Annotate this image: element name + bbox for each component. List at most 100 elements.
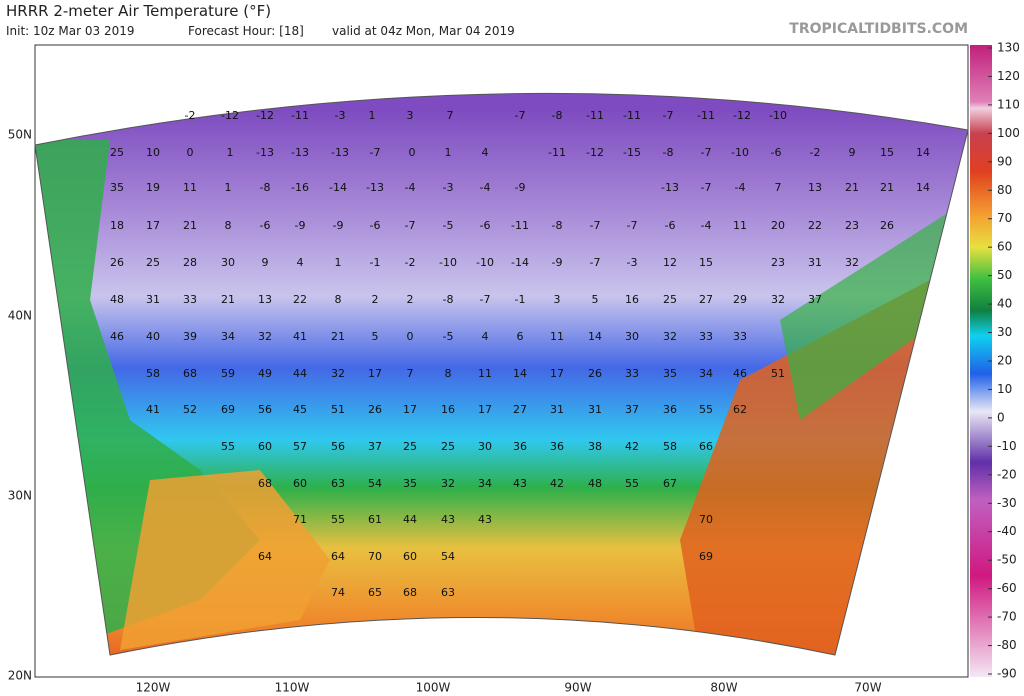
latitude-label: 30N — [8, 489, 32, 503]
station-value: 55 — [221, 440, 235, 453]
station-value: -13 — [256, 146, 274, 159]
station-value: 13 — [258, 293, 272, 306]
colorbar-label: 30 — [997, 325, 1012, 339]
station-value: 44 — [293, 367, 307, 380]
station-value: 22 — [808, 219, 822, 232]
colorbar-label: -40 — [997, 524, 1017, 538]
station-value: 35 — [403, 477, 417, 490]
station-value: 14 — [916, 181, 930, 194]
station-value: 21 — [331, 330, 345, 343]
station-value: 11 — [733, 219, 747, 232]
station-value: -1 — [515, 293, 526, 306]
station-value: 25 — [403, 440, 417, 453]
station-value: -6 — [370, 219, 381, 232]
station-value: -7 — [590, 219, 601, 232]
station-value: -12 — [733, 109, 751, 122]
colorbar-label: 90 — [997, 154, 1012, 168]
station-value: -5 — [443, 219, 454, 232]
station-value: 37 — [625, 403, 639, 416]
station-value: 68 — [258, 477, 272, 490]
station-value: 35 — [110, 181, 124, 194]
colorbar-label: 80 — [997, 183, 1012, 197]
station-value: 15 — [699, 256, 713, 269]
station-value: 21 — [845, 181, 859, 194]
latitude-label: 50N — [8, 128, 32, 142]
colorbar-label: 0 — [997, 410, 1005, 424]
station-value: 16 — [441, 403, 455, 416]
station-value: 23 — [771, 256, 785, 269]
station-value: 45 — [293, 403, 307, 416]
colorbar-label: 50 — [997, 268, 1012, 282]
longitude-label: 120W — [136, 681, 171, 695]
station-value: -13 — [291, 146, 309, 159]
station-value: 64 — [258, 550, 272, 563]
station-value: 0 — [187, 146, 194, 159]
station-value: 17 — [550, 367, 564, 380]
station-value: 61 — [368, 513, 382, 526]
station-value: 60 — [258, 440, 272, 453]
station-value: 17 — [368, 367, 382, 380]
station-value: -7 — [370, 146, 381, 159]
station-value: -6 — [480, 219, 491, 232]
station-value: 17 — [403, 403, 417, 416]
station-value: 64 — [331, 550, 345, 563]
station-value: 57 — [293, 440, 307, 453]
station-value: 5 — [372, 330, 379, 343]
station-value: -1 — [370, 256, 381, 269]
station-value: 30 — [625, 330, 639, 343]
station-value: 14 — [513, 367, 527, 380]
station-value: 6 — [517, 330, 524, 343]
station-value: 23 — [845, 219, 859, 232]
station-value: -2 — [810, 146, 821, 159]
init: Init: 10z Mar 03 2019 — [6, 24, 135, 38]
station-value: 31 — [808, 256, 822, 269]
station-value: 2 — [372, 293, 379, 306]
station-value: 15 — [880, 146, 894, 159]
station-value: -12 — [256, 109, 274, 122]
station-value: -2 — [405, 256, 416, 269]
station-value: -9 — [333, 219, 344, 232]
station-value: 43 — [478, 513, 492, 526]
station-value: 1 — [225, 181, 232, 194]
station-value: -4 — [480, 181, 491, 194]
station-value: -7 — [701, 181, 712, 194]
station-value: 8 — [225, 219, 232, 232]
station-value: 21 — [880, 181, 894, 194]
station-value: 21 — [221, 293, 235, 306]
station-value: 8 — [335, 293, 342, 306]
station-value: -5 — [443, 330, 454, 343]
station-value: 4 — [482, 330, 489, 343]
station-value: -12 — [586, 146, 604, 159]
station-value: -15 — [623, 146, 641, 159]
colorbar-label: 20 — [997, 354, 1012, 368]
station-value: 44 — [403, 513, 417, 526]
station-value: -6 — [665, 219, 676, 232]
station-value: 54 — [441, 550, 455, 563]
station-value: -2 — [185, 109, 196, 122]
station-value: 5 — [592, 293, 599, 306]
station-value: 36 — [663, 403, 677, 416]
station-value: 26 — [368, 403, 382, 416]
station-value: 52 — [183, 403, 197, 416]
station-value: 2 — [407, 293, 414, 306]
station-value: 7 — [447, 109, 454, 122]
station-value: 63 — [331, 477, 345, 490]
forecast-hour: Forecast Hour: [18] — [188, 24, 304, 38]
station-value: 22 — [293, 293, 307, 306]
longitude-label: 100W — [416, 681, 451, 695]
station-value: -7 — [663, 109, 674, 122]
station-value: 32 — [441, 477, 455, 490]
station-value: -10 — [439, 256, 457, 269]
title: HRRR 2-meter Air Temperature (°F) — [6, 2, 271, 20]
station-value: 56 — [258, 403, 272, 416]
station-value: 43 — [513, 477, 527, 490]
station-value: 55 — [699, 403, 713, 416]
colorbar-label: 60 — [997, 240, 1012, 254]
station-value: -12 — [221, 109, 239, 122]
station-value: -7 — [405, 219, 416, 232]
station-value: 56 — [331, 440, 345, 453]
colorbar-label: -80 — [997, 638, 1017, 652]
longitude-label: 80W — [710, 681, 737, 695]
station-value: 17 — [146, 219, 160, 232]
latitude-label: 20N — [8, 669, 32, 683]
